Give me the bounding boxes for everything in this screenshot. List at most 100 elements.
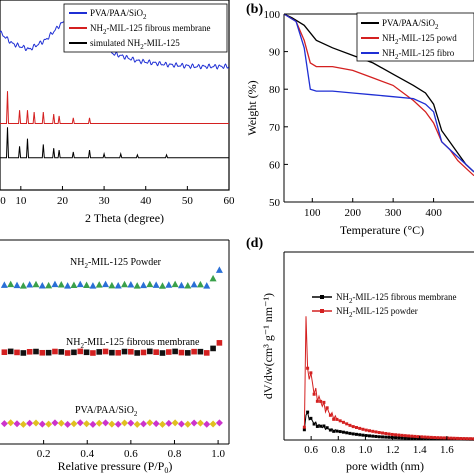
data-point [413,436,417,440]
data-point [95,419,103,427]
data-point [64,420,72,428]
data-point [302,425,306,429]
data-point [420,437,424,441]
data-point [58,349,65,355]
y-axis-label: Weight (%) [245,80,259,135]
data-point [140,420,148,428]
data-point [374,430,378,434]
data-point [341,420,345,424]
data-point [306,410,310,414]
x-tick-label: 0.8 [168,448,182,460]
data-point [345,431,349,435]
data-point [325,406,329,410]
data-point [348,423,352,427]
panel-d: 0.6 0.8 1.0 1.2 1.4 1.6 pore width (nm) dV/dw(c… [246,236,474,473]
legend-label: simulated NH2-MIL-125 [90,38,180,51]
data-point [159,350,166,356]
data-point [338,430,342,434]
y-axis-label: dV/dw(cm³ g⁻¹ nm⁻¹) [261,293,275,399]
data-point [71,349,77,356]
series-powder [302,316,474,441]
data-point [455,436,459,440]
data-point [368,429,371,433]
panel-a: 0 10 20 30 40 50 60 2 Theta (degree) PVA/PAA/SiO… [0,0,235,225]
data-point [83,349,90,356]
data-point [128,348,134,355]
data-point [216,340,223,346]
data-point [51,419,59,427]
data-point [13,281,21,289]
data-point [77,348,84,355]
data-point [302,428,306,432]
legend-label: PVA/PAA/SiO2 [382,18,439,31]
data-point [332,417,336,421]
data-point [152,420,160,428]
data-point [384,435,388,439]
data-point [209,274,217,282]
data-point [210,345,216,352]
data-point [45,281,53,289]
data-point [20,350,27,356]
data-point [90,350,96,356]
legend: PVA/PAA/SiO2 NH2-MIL-125 fibrous membrane… [63,3,228,53]
data-point [83,420,91,428]
data-point [335,417,339,421]
legend-label: PVA/PAA/SiO2 [90,8,147,21]
data-point [203,350,210,356]
data-point [390,432,394,436]
data-point [184,282,192,289]
data-point [172,348,178,355]
data-point [436,436,440,440]
data-point [121,419,129,427]
data-point [426,435,430,439]
data-point [371,429,375,433]
x-tick-label: 1.0 [359,444,373,456]
data-point [7,419,15,427]
data-point [351,425,355,429]
data-point [64,350,71,356]
data-point [95,281,103,288]
data-point [468,437,472,441]
data-point [102,419,110,427]
x-tick-label: 400 [425,207,442,219]
series-fibrous-line [283,13,474,173]
data-point [171,280,179,288]
data-point [1,349,8,355]
x-tick-label: 0.8 [331,444,345,456]
data-point [374,434,378,438]
data-point [127,419,135,427]
data-point [13,420,21,428]
legend-box [63,3,228,53]
data-point [171,419,179,427]
data-point [410,434,414,438]
legend-label: NH2-MIL-125 fibrous membrane [336,292,456,305]
data-point [7,280,15,288]
data-point [358,433,362,437]
x-tick-label: 0 [0,195,6,207]
data-point [400,433,404,437]
data-point [465,437,469,441]
data-point [332,429,336,433]
y-tick-label: 80 [269,84,281,96]
data-point [420,435,424,439]
data-point [381,435,385,439]
series-label: NH2-MIL-125 Powder [70,257,162,270]
x-tick-label: 50 [182,195,194,207]
data-point [153,349,159,355]
data-point [76,280,84,288]
data-point [147,348,153,355]
data-point [423,437,427,441]
data-point [70,281,78,289]
data-point [196,280,204,288]
data-point [429,435,433,439]
data-point [358,426,362,430]
panel-b: 100 200 300 400 50 60 70 80 90 100 Temperature (°C… [245,2,474,237]
data-point [387,435,391,439]
data-point [190,419,198,427]
series-pva-paa-sio2-line [0,14,230,70]
data-point [196,419,204,427]
data-point [407,434,411,438]
data-point [215,266,223,273]
data-point [354,425,358,429]
data-point [325,426,329,430]
